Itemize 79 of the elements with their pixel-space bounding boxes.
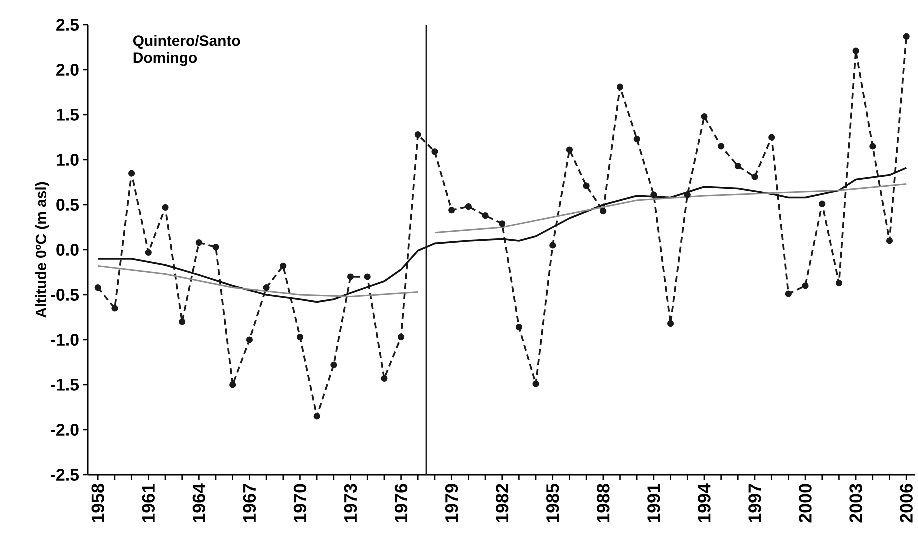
- point: [785, 290, 792, 298]
- point: [684, 192, 691, 198]
- text: Quintero/Santo Domingo: [133, 35, 240, 66]
- point: [600, 208, 607, 215]
- point: [465, 203, 472, 210]
- point: [734, 162, 742, 170]
- y-tick-label: 0.0: [56, 244, 79, 256]
- x-tick-label: 2006: [900, 484, 913, 523]
- point: [296, 334, 304, 341]
- x-tick-label: 1973: [344, 484, 358, 522]
- point: [280, 262, 287, 270]
- point: [634, 136, 640, 143]
- point: [802, 282, 809, 290]
- point: [583, 182, 590, 190]
- x-tick-label: 2003: [850, 484, 862, 523]
- y-tick-label: -2.0: [50, 424, 79, 436]
- x-tick-label: 1970: [294, 484, 307, 522]
- y-tick-label: 2.0: [56, 64, 79, 76]
- point: [381, 375, 388, 382]
- y-tick-label: 0.5: [56, 198, 80, 211]
- point: [145, 249, 152, 256]
- point: [398, 334, 405, 341]
- x-tick-label: 1994: [698, 484, 711, 522]
- point: [347, 274, 354, 280]
- point: [870, 143, 876, 150]
- point: [246, 336, 253, 344]
- point: [752, 174, 758, 180]
- point: [650, 192, 658, 198]
- point: [230, 382, 236, 388]
- point: [330, 362, 338, 368]
- point: [364, 274, 371, 280]
- x-tick-label: 1982: [496, 484, 509, 522]
- point: [482, 212, 489, 220]
- point: [432, 148, 438, 156]
- point: [162, 204, 169, 211]
- y-tick-label: -1.0: [50, 334, 79, 346]
- point: [196, 239, 202, 246]
- x-tick-label: 1976: [394, 484, 408, 522]
- point: [718, 143, 725, 150]
- point: [667, 320, 674, 328]
- point: [314, 413, 320, 420]
- x-tick-label: 1988: [597, 484, 610, 522]
- point: [701, 113, 708, 120]
- y-tick-label: 2.5: [56, 18, 80, 31]
- point: [499, 220, 506, 228]
- point: [179, 318, 186, 326]
- point: [550, 242, 556, 249]
- point: [414, 131, 422, 138]
- point: [566, 146, 574, 154]
- point: [616, 84, 624, 90]
- point: [532, 380, 540, 388]
- point: [903, 33, 910, 40]
- point: [836, 280, 843, 287]
- x-tick-label: 1979: [445, 484, 458, 522]
- point: [94, 284, 102, 292]
- y-tick-label: -1.5: [50, 379, 80, 391]
- x-tick-label: 1985: [546, 484, 560, 522]
- point: [819, 200, 826, 208]
- x-tick-label: 1958: [92, 484, 104, 522]
- point: [263, 284, 270, 292]
- point: [852, 48, 860, 54]
- x-tick-label: 1961: [142, 484, 155, 522]
- point: [212, 244, 220, 251]
- point: [448, 207, 456, 214]
- x-tick-label: 1991: [648, 484, 660, 522]
- x-tick-label: 2000: [799, 484, 812, 523]
- point: [112, 305, 118, 312]
- y-tick-label: -2.5: [50, 468, 80, 481]
- point: [768, 134, 776, 141]
- y-tick-label: 1.5: [57, 109, 80, 121]
- y-axis-title: Altitude 0ºC (m asl): [36, 182, 50, 318]
- y-tick-label: 1.0: [57, 154, 79, 166]
- y-tick-label: -0.5: [50, 288, 80, 301]
- point: [128, 170, 136, 177]
- point: [516, 324, 522, 331]
- point: [886, 238, 894, 244]
- x-tick-label: 1967: [243, 484, 256, 522]
- x-tick-label: 1997: [748, 484, 762, 522]
- x-tick-label: 1964: [192, 484, 206, 522]
